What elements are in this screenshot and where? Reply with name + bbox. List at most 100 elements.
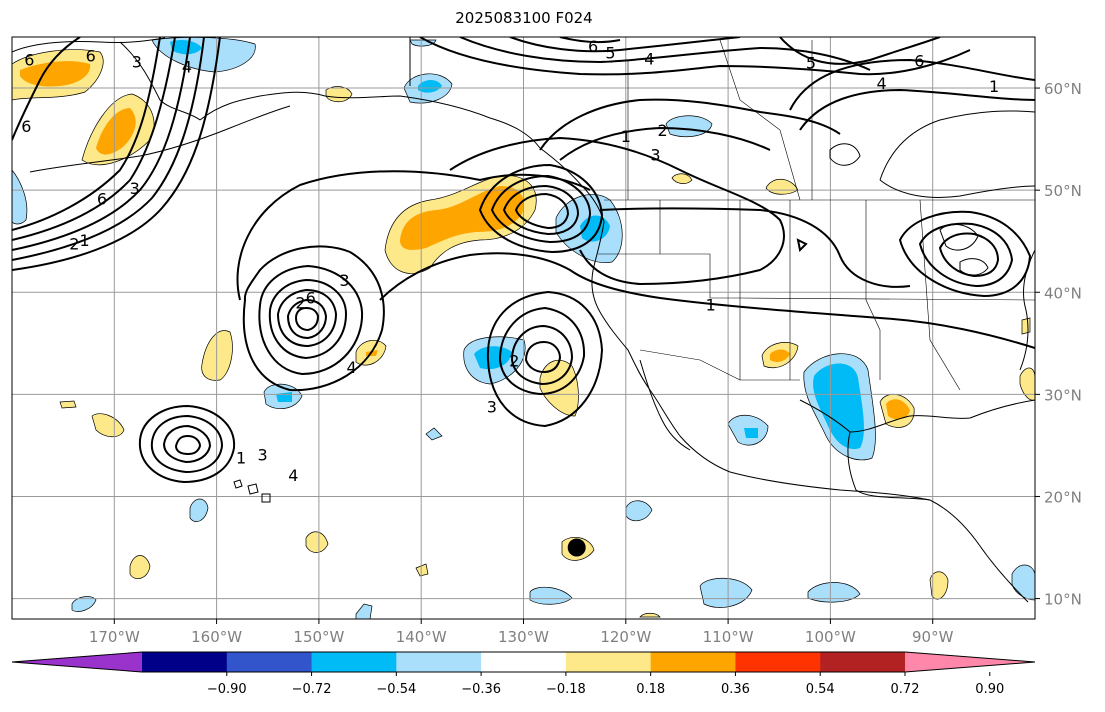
lon-tick-label: 130°W [498, 628, 549, 646]
colorbar-segment [820, 652, 906, 672]
negative-anomaly-area [807, 582, 861, 603]
negative-anomaly-area [699, 577, 753, 608]
colorbar: −0.90 −0.72 −0.54 −0.36 −0.18 0.18 0.36 0.54 0.7… [11, 651, 1036, 697]
colorbar-extend-low [12, 652, 142, 672]
positive-anomaly-area [671, 173, 693, 184]
negative-anomaly-area [1011, 564, 1035, 601]
chart-title: 2025083100 F024 [455, 9, 593, 27]
negative-anomaly-area [474, 346, 512, 370]
positive-anomaly-area [770, 349, 790, 362]
negative-anomaly-area [170, 40, 202, 55]
lon-tick-label: 150°W [293, 628, 344, 646]
positive-anomaly-area [639, 612, 661, 618]
colorbar-tick-label: −0.90 [207, 682, 247, 697]
colorbar-tick-label: 0.18 [636, 682, 665, 697]
map-gridlines [12, 37, 1035, 619]
contour-label: 4 [288, 466, 298, 485]
contour-label: 2 [69, 234, 79, 253]
contour-lines [12, 37, 1035, 484]
colorbar-tick-label: 0.72 [891, 682, 920, 697]
contour-label: 6 [306, 288, 316, 307]
negative-anomaly-area [355, 603, 373, 619]
negative-anomaly-area [418, 80, 442, 93]
colorbar-segment [735, 652, 821, 672]
positive-anomaly-area [886, 399, 910, 420]
colorbar-segment [650, 652, 736, 672]
positive-anomaly-area [325, 86, 353, 103]
contour-label: 3 [487, 398, 497, 417]
lat-tick-label: 40°N [1044, 284, 1082, 302]
contour-label: 1 [706, 296, 716, 315]
political-borders [598, 39, 1035, 391]
colorbar-extend-high [905, 652, 1035, 672]
lon-tick-label: 110°W [703, 628, 754, 646]
contour-label: 5 [806, 54, 816, 73]
colorbar-segment [565, 652, 652, 672]
lon-tick-label: 100°W [805, 628, 856, 646]
latitude-axis: 60°N 50°N 40°N 30°N 20°N 10°N [1035, 80, 1082, 609]
colorbar-segment [481, 652, 567, 672]
negative-anomaly-area [189, 498, 209, 522]
lon-tick-label: 170°W [89, 628, 140, 646]
contour-label: 1 [80, 231, 90, 250]
colorbar-segment [226, 652, 313, 672]
contour-label: 6 [86, 46, 96, 65]
contour-label: 1 [989, 77, 999, 96]
coastlines [12, 37, 1035, 603]
colorbar-tick-label: −0.72 [292, 682, 332, 697]
contour-label: 4 [347, 358, 357, 377]
colorbar-segment [396, 652, 482, 672]
negative-anomaly-area [425, 427, 443, 441]
positive-anomaly-area [91, 413, 125, 438]
positive-anomaly-area [400, 186, 524, 250]
storm-marker [567, 538, 586, 557]
positive-anomaly-area [20, 61, 91, 87]
contour-label: 2 [658, 121, 668, 140]
contour-label: 3 [130, 179, 140, 198]
contour-label: 5 [605, 43, 615, 62]
positive-anomaly-area [539, 359, 579, 417]
lat-tick-label: 20°N [1044, 488, 1082, 506]
contour-label: 3 [650, 145, 660, 164]
negative-anomaly-area [813, 363, 864, 450]
contour-label: 2 [509, 352, 519, 371]
contour-label: 1 [621, 127, 631, 146]
positive-anomaly-area [1019, 367, 1035, 401]
contour-label: 1 [236, 449, 246, 468]
colorbar-tick-label: −0.54 [376, 682, 416, 697]
positive-anomaly-area [1021, 317, 1031, 335]
colorbar-segment [311, 652, 397, 672]
colorbar-tick-label: −0.36 [461, 682, 501, 697]
negative-anomaly-area [529, 586, 573, 605]
positive-anomaly-area [765, 178, 799, 195]
contour-label: 6 [21, 117, 31, 136]
positive-anomaly-area [415, 563, 429, 577]
colorbar-tick-label: −0.18 [546, 682, 586, 697]
contour-label: 3 [132, 53, 142, 72]
colorbar-segment [142, 652, 228, 672]
lat-tick-label: 60°N [1044, 80, 1082, 98]
contour-label: 4 [644, 49, 654, 68]
lat-tick-label: 50°N [1044, 182, 1082, 200]
colorbar-tick-label: 0.54 [806, 682, 835, 697]
lat-tick-label: 10°N [1044, 591, 1082, 609]
contour-label: 3 [258, 446, 268, 465]
contour-label: 4 [182, 58, 192, 77]
positive-anomaly-area [129, 555, 151, 580]
contour-label: 6 [24, 50, 34, 69]
lon-tick-label: 160°W [191, 628, 242, 646]
negative-anomaly-area [665, 115, 713, 138]
positive-anomaly-area [305, 531, 329, 553]
lat-tick-label: 30°N [1044, 386, 1082, 404]
lon-tick-label: 90°W [912, 628, 954, 646]
negative-anomaly-area [744, 428, 758, 438]
longitude-axis: 170°W 160°W 150°W 140°W 130°W 120°W 110°W 100°W… [89, 619, 954, 646]
colorbar-tick-label: 0.90 [975, 682, 1004, 697]
contour-label: 4 [876, 74, 886, 93]
colorbar-outline [11, 651, 1036, 673]
lon-tick-label: 120°W [600, 628, 651, 646]
contour-label: 6 [588, 37, 598, 56]
negative-anomaly-area [625, 500, 653, 522]
contour-label: 6 [97, 189, 107, 208]
